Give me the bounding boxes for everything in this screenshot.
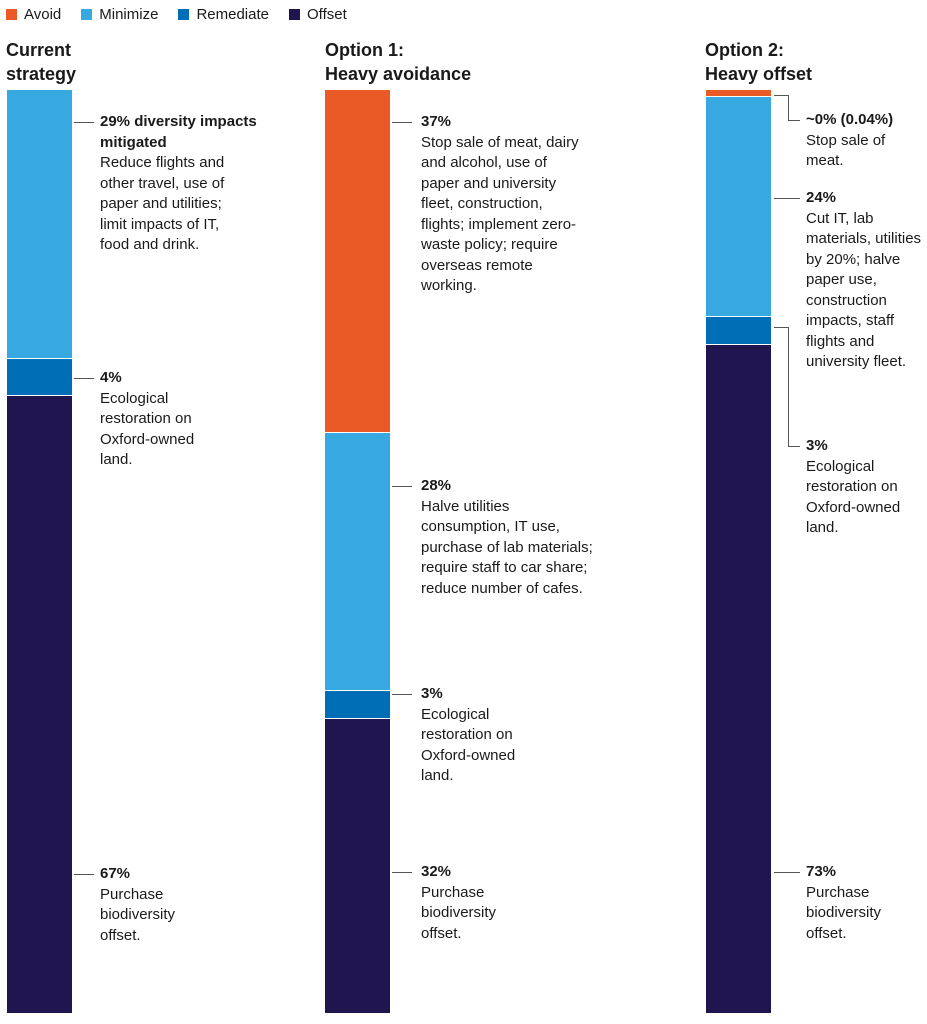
annotation-text: Ecological restoration on Oxford-owned l… xyxy=(421,705,516,785)
legend: Avoid Minimize Remediate Offset xyxy=(6,6,367,23)
annotation-text: Reduce flights and other travel, use of … xyxy=(100,154,225,253)
annotation-text: Ecological restoration on Oxford-owned l… xyxy=(806,457,901,537)
leader-line xyxy=(392,122,412,123)
annotation-value: 67% xyxy=(100,865,131,882)
leader-line xyxy=(392,872,412,873)
legend-label-minimize: Minimize xyxy=(99,6,159,23)
annotation-option1-offset: 32% Purchase biodiversity offset. xyxy=(421,862,531,944)
annotation-text: Purchase biodiversity offset. xyxy=(806,883,882,942)
legend-item-avoid: Avoid xyxy=(6,6,61,23)
leader-line xyxy=(392,486,412,487)
annotation-value: 37% xyxy=(421,113,452,130)
annotation-text: Halve utilities consumption, IT use, pur… xyxy=(421,497,593,597)
legend-item-remediate: Remediate xyxy=(178,6,269,23)
column-title-option-2: Option 2: Heavy offset xyxy=(705,38,812,86)
annotation-value: 28% xyxy=(421,477,452,494)
legend-swatch-offset xyxy=(289,9,300,20)
leader-line xyxy=(788,120,800,121)
leader-line xyxy=(392,694,412,695)
annotation-text: Ecological restoration on Oxford-owned l… xyxy=(100,389,195,469)
legend-swatch-avoid xyxy=(6,9,17,20)
column-title-current-strategy: Current strategy xyxy=(6,38,76,86)
leader-line xyxy=(74,122,94,123)
bar-segment-minimize xyxy=(7,90,72,358)
bar-segment-remediate xyxy=(325,689,390,718)
annotation-value: 24% xyxy=(806,189,837,206)
annotation-value: 3% xyxy=(806,437,828,454)
legend-swatch-remediate xyxy=(178,9,190,20)
leader-line xyxy=(788,446,800,447)
annotation-option1-remediate: 3% Ecological restoration on Oxford-owne… xyxy=(421,684,531,787)
column-title-line: strategy xyxy=(6,64,77,84)
annotation-current-offset: 67% Purchase biodiversity offset. xyxy=(100,864,210,946)
leader-line xyxy=(74,874,94,875)
annotation-option1-minimize: 28% Halve utilities consumption, IT use,… xyxy=(421,476,601,599)
legend-item-minimize: Minimize xyxy=(81,6,158,23)
bar-segment-offset xyxy=(706,343,771,1013)
column-title-option-1: Option 1: Heavy avoidance xyxy=(325,38,471,86)
annotation-text: Purchase biodiversity offset. xyxy=(100,885,176,944)
legend-label-avoid: Avoid xyxy=(24,6,62,23)
annotation-option2-offset: 73% Purchase biodiversity offset. xyxy=(806,862,916,944)
annotation-text: Stop sale of meat, dairy and alcohol, us… xyxy=(421,133,579,295)
leader-line xyxy=(774,872,800,873)
bar-segment-offset xyxy=(325,717,390,1013)
stacked-bar-option-1 xyxy=(325,90,390,1013)
bar-segment-remediate xyxy=(706,316,771,344)
annotation-option2-minimize: 24% Cut IT, lab materials, utilities by … xyxy=(806,188,926,373)
leader-line xyxy=(774,95,789,121)
annotation-value: 3% xyxy=(421,685,443,702)
leader-line xyxy=(74,378,94,379)
legend-item-offset: Offset xyxy=(289,6,347,23)
bar-segment-avoid xyxy=(325,90,390,432)
bar-segment-minimize xyxy=(706,95,771,317)
stacked-bar-current-strategy xyxy=(7,90,72,1013)
bar-segment-remediate xyxy=(7,357,72,395)
column-title-line: Option 2: xyxy=(705,40,784,60)
legend-label-remediate: Remediate xyxy=(196,6,269,23)
bar-segment-minimize xyxy=(325,431,390,690)
annotation-option2-avoid: ~0% (0.04%) Stop sale of meat. xyxy=(806,110,926,172)
annotation-text: Purchase biodiversity offset. xyxy=(421,883,497,942)
leader-line xyxy=(774,198,800,199)
annotation-value: 32% xyxy=(421,863,452,880)
annotation-current-minimize: 29% diversity impacts mitigated Reduce f… xyxy=(100,112,300,256)
column-title-line: Current xyxy=(6,40,72,60)
annotation-value: ~0% (0.04%) xyxy=(806,111,894,128)
annotation-value: 4% xyxy=(100,369,122,386)
leader-line xyxy=(774,327,789,447)
column-title-line: Option 1: xyxy=(325,40,404,60)
annotation-text: Cut IT, lab materials, utilities by 20%;… xyxy=(806,209,922,371)
bar-segment-offset xyxy=(7,394,72,1013)
annotation-value: 29% diversity impacts mitigated xyxy=(100,113,257,151)
column-title-line: Heavy offset xyxy=(705,64,813,84)
annotation-text: Stop sale of meat. xyxy=(806,131,886,170)
legend-label-offset: Offset xyxy=(307,6,347,23)
column-title-line: Heavy avoidance xyxy=(325,64,472,84)
annotation-value: 73% xyxy=(806,863,837,880)
stacked-bar-option-2 xyxy=(706,90,771,1013)
legend-swatch-minimize xyxy=(81,9,93,20)
annotation-option2-remediate: 3% Ecological restoration on Oxford-owne… xyxy=(806,436,916,539)
annotation-current-remediate: 4% Ecological restoration on Oxford-owne… xyxy=(100,368,210,471)
annotation-option1-avoid: 37% Stop sale of meat, dairy and alcohol… xyxy=(421,112,581,297)
bar-segment-avoid xyxy=(706,90,771,96)
